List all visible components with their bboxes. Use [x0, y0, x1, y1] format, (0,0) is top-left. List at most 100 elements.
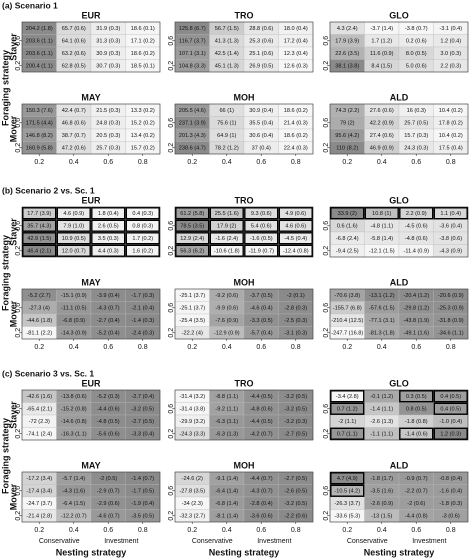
chart-title: ALD [390, 92, 409, 102]
cell-label: 15.2 (0.2) [131, 121, 155, 127]
highlight-box [399, 427, 434, 440]
cell-label: 74.3 (2.2) [335, 108, 359, 114]
cell-label: 17.1 (0.2) [131, 39, 155, 45]
cell-label: -74.1 (2.4) [26, 432, 52, 438]
chart-frame [329, 103, 469, 155]
cell-label: 1.7 (1.2) [371, 39, 392, 45]
cell-label: -3.2 (0.5) [284, 394, 307, 400]
cell-label: 107.1 (3.1) [179, 51, 206, 57]
y-tick-label: 0.2 [323, 328, 330, 338]
cell-label: 47.2 (0.6) [62, 146, 86, 152]
highlight-box [175, 244, 210, 257]
x-tick-label: 0.2 [34, 344, 44, 351]
y-tick-label: 0.6 [323, 303, 330, 313]
y-tick-label: 0.2 [168, 328, 175, 338]
cell-label: -3.3 (0.4) [131, 432, 154, 438]
y-tick-label: 0.6 [323, 118, 330, 128]
cell-label: -6.3 (1.1) [215, 419, 238, 425]
cell-label: -4.8 (0.5) [97, 419, 120, 425]
cell-label: 17.9 (3.9) [335, 39, 359, 45]
chart-frame [21, 206, 161, 258]
cell-label: -3.6 (0.6) [250, 514, 273, 520]
cell-label: -3 (0.6) [442, 514, 460, 520]
highlight-box [56, 207, 91, 220]
cell-label: -4.4 (0.7) [250, 476, 273, 482]
cell-label: -5.7 (0.4) [250, 331, 273, 337]
cell-label: -8.1 (1.4) [215, 514, 238, 520]
cell-label: 21.4 (0.3) [284, 121, 308, 127]
cell-label: -24.3 (3.3) [179, 432, 205, 438]
cell-label: 0.4 (0.3) [132, 211, 153, 217]
cell-label: -247.7 (16.8) [331, 331, 363, 337]
y-tick-label: 0.2 [15, 143, 22, 153]
cell-label: 24.8 (0.3) [96, 121, 120, 127]
highlight-box [433, 207, 468, 220]
x-tick-label: 0.8 [291, 527, 301, 534]
cell-label: -2.1 (0.4) [131, 306, 154, 312]
cell-label: 200.4 (1.1) [26, 64, 53, 70]
cell-label: 12.3 (0.4) [284, 51, 308, 57]
y-tick-label: 0.2 [168, 429, 175, 439]
cell-label: -5.2 (2.7) [28, 293, 51, 299]
cell-label: 31.3 (0.3) [96, 39, 120, 45]
cell-label: 8.0 (0.5) [406, 51, 427, 57]
cell-label: -10.5 (4.2) [334, 489, 360, 495]
cell-label: -1.8 (1.7) [370, 476, 393, 482]
cell-label: 31.9 (0.3) [96, 26, 120, 32]
cell-label: 27.4 (0.6) [370, 133, 394, 139]
cell-label: 63.2 (0.6) [62, 51, 86, 57]
cell-label: 238.6 (4.7) [179, 146, 206, 152]
highlight-box [209, 244, 244, 257]
cell-label: 78.2 (1.2) [215, 146, 239, 152]
cell-label: 25.1 (0.6) [249, 51, 273, 57]
chart-frame [329, 471, 469, 523]
cell-label: -16.3 (1.1) [61, 432, 87, 438]
cell-label: -5.7 (1.4) [62, 476, 85, 482]
cell-label: -26.3 (3.7) [334, 501, 360, 507]
cell-label: -2.6 (1.3) [370, 419, 393, 425]
chart-frame [21, 288, 161, 340]
x-tick-label: 0.6 [256, 159, 266, 166]
cell-label: 2.2 (0.9) [406, 211, 427, 217]
cell-label: 38.1 (3.8) [335, 64, 359, 70]
x-tick-label: 0.4 [69, 527, 79, 534]
cell-label: -3.3 (0.5) [250, 318, 273, 324]
cell-label: -77.1 (3.1) [369, 318, 395, 324]
cell-label: -2 (0.5) [99, 476, 117, 482]
cell-label: 17.2 (0.4) [284, 39, 308, 45]
x-tick-label: 0.2 [34, 527, 44, 534]
y-tick-label: 0.6 [168, 303, 175, 313]
cell-label: -25.3 (0.9) [438, 306, 464, 312]
cell-label: -8.8 (1.1) [215, 394, 238, 400]
cell-label: 35.5 (0.4) [249, 121, 273, 127]
x-tick-label: 0.6 [411, 344, 421, 351]
cell-label: -2.9 (0.7) [97, 489, 120, 495]
chart-title: EUR [81, 195, 101, 205]
cell-label: 30.6 (0.4) [249, 133, 273, 139]
cell-label: 41.3 (1.3) [215, 39, 239, 45]
cell-label: -34.6 (1.1) [438, 331, 464, 337]
cell-label: -2 (0.6) [407, 501, 425, 507]
cell-label: 64.1 (0.6) [62, 39, 86, 45]
cell-label: 30.7 (0.3) [96, 64, 120, 70]
chart-title: ALD [390, 460, 409, 470]
highlight-box [278, 207, 313, 220]
cell-label: 1.6 (0.2) [132, 249, 153, 255]
cell-label: 3.0 (0.3) [440, 51, 461, 57]
highlight-box [399, 207, 434, 220]
highlight-box [278, 219, 313, 232]
cell-label: -9.1 (1.4) [215, 476, 238, 482]
cell-label: 116.7 (3.7) [179, 39, 206, 45]
x-tick-label: 0.8 [446, 527, 456, 534]
chart-frame [21, 471, 161, 523]
cell-label: 10.9 (0.5) [62, 236, 86, 242]
cell-label: 18.5 (0.1) [131, 64, 155, 70]
x-tick-label: 0.4 [222, 344, 232, 351]
cell-label: -2.2 (0.6) [284, 514, 307, 520]
cell-label: -6.8 (2.4) [336, 236, 359, 242]
highlight-box [56, 219, 91, 232]
cell-label: -21.4 (2.8) [26, 514, 52, 520]
cell-label: 65.7 (0.6) [62, 26, 86, 32]
cell-label: -2.8 (0.4) [250, 501, 273, 507]
highlight-box [244, 244, 279, 257]
